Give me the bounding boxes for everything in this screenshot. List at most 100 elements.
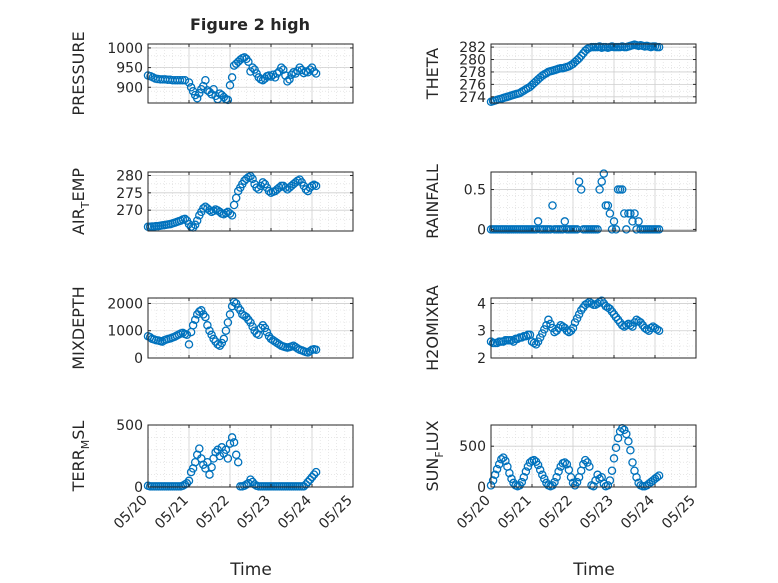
data-point: [184, 340, 194, 349]
data-point: [611, 225, 621, 234]
data-point: [236, 55, 245, 64]
data-point: [252, 329, 261, 338]
data-point: [203, 321, 212, 330]
data-point: [546, 225, 555, 234]
data-point: [262, 327, 272, 337]
axes-box: [147, 171, 354, 232]
data-point: [622, 321, 631, 330]
axes-background: [148, 425, 353, 487]
data-point: [252, 183, 261, 192]
axes-background: [491, 172, 696, 231]
y-tick-label: 282: [459, 40, 486, 56]
data-point: [617, 321, 627, 330]
series-markers: [486, 169, 664, 234]
data-point: [599, 169, 609, 178]
y-axis-label-main: SUN: [423, 458, 442, 492]
data-point: [605, 209, 615, 218]
data-point: [628, 217, 637, 226]
data-point: [182, 330, 192, 340]
data-point: [274, 183, 284, 192]
minor-grid: [147, 298, 354, 358]
data-point: [272, 338, 282, 348]
data-point: [593, 225, 602, 234]
data-point: [231, 450, 241, 460]
y-axis-label-rest: SL: [69, 421, 88, 440]
data-point: [550, 477, 559, 487]
data-point: [301, 480, 311, 489]
data-point: [587, 299, 596, 308]
data-point: [188, 321, 198, 330]
y-tick-label: 276: [459, 77, 486, 93]
data-point: [620, 209, 629, 218]
data-point: [628, 458, 637, 467]
data-point: [190, 220, 200, 230]
data-point: [311, 467, 321, 477]
data-point: [299, 68, 309, 78]
x-axis-label-right: Time: [572, 560, 615, 580]
data-point: [190, 315, 200, 325]
data-point: [229, 438, 239, 447]
data-point: [192, 94, 202, 103]
series-markers: [486, 296, 664, 349]
y-tick-label: 280: [459, 53, 486, 69]
data-point: [221, 326, 231, 335]
y-tick-label: 0: [477, 480, 486, 496]
y-axis-label-rest: LUX: [423, 420, 442, 451]
data-point: [227, 73, 237, 82]
data-point: [227, 211, 237, 220]
data-point: [213, 340, 222, 349]
data-point: [517, 477, 527, 487]
data-point: [533, 337, 543, 346]
y-tick-label: 500: [459, 439, 486, 455]
axes-box: [490, 424, 697, 488]
data-point: [260, 323, 270, 333]
y-tick-label: 275: [116, 186, 143, 202]
data-point: [311, 69, 321, 78]
data-point: [574, 310, 584, 319]
data-point: [203, 457, 212, 467]
data-point: [219, 334, 229, 344]
y-axis-label-main: H2OMIXRA: [423, 285, 442, 371]
subplot-4: 0 0.5 RAINFALL: [423, 164, 697, 239]
series-markers: [486, 424, 664, 491]
data-point: [634, 217, 643, 226]
data-point: [197, 306, 206, 315]
data-point: [248, 322, 257, 331]
data-point: [529, 338, 539, 348]
series-markers: [143, 53, 321, 105]
data-point: [225, 310, 235, 319]
data-point: [492, 338, 502, 348]
figure-title: Figure 2 high: [190, 15, 310, 34]
data-point: [225, 209, 235, 218]
data-point: [607, 225, 617, 234]
data-point: [595, 474, 604, 484]
y-axis-label-subscript: F: [433, 451, 446, 457]
data-point: [277, 63, 286, 72]
y-tick-label: 270: [116, 203, 143, 219]
data-point: [223, 318, 233, 327]
data-point: [560, 458, 570, 467]
data-point: [505, 468, 514, 478]
data-point: [207, 90, 216, 99]
y-tick-label: 1000: [107, 41, 143, 57]
data-point: [552, 472, 561, 482]
data-point: [287, 70, 296, 79]
data-point: [572, 314, 582, 323]
data-point: [501, 456, 510, 466]
data-point: [611, 443, 621, 453]
data-point: [223, 454, 233, 463]
data-point: [192, 216, 202, 225]
data-point: [620, 425, 629, 435]
y-tick-label: 0: [477, 222, 486, 238]
y-axis-label-main: PRESSURE: [69, 31, 88, 115]
data-point: [560, 217, 570, 226]
data-point: [538, 329, 547, 338]
data-point: [488, 476, 498, 485]
data-point: [595, 185, 604, 194]
data-point: [572, 477, 582, 487]
data-point: [309, 67, 319, 76]
data-point: [244, 57, 253, 66]
data-point: [564, 465, 574, 475]
data-point: [609, 217, 619, 226]
